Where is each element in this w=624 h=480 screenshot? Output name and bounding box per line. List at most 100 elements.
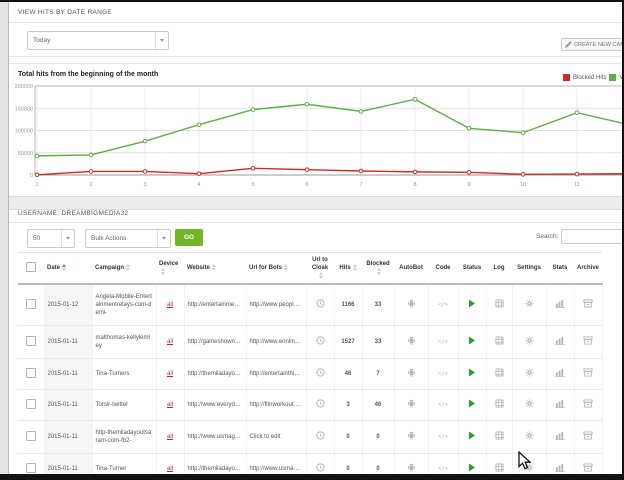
row-checkbox[interactable] (25, 430, 36, 441)
date-range-selected-value: Today (33, 37, 51, 44)
column-header-select (18, 252, 44, 286)
status-play-icon[interactable] (468, 431, 476, 440)
column-header-url-to-cloak[interactable]: Url to Cloak (306, 252, 334, 286)
autobot-icon[interactable] (407, 430, 416, 441)
autobot-icon[interactable] (407, 298, 416, 309)
archive-icon[interactable] (583, 336, 593, 345)
blocked-cell: 46 (362, 389, 395, 422)
table-row: 2015-01-12 Angela-Mobile-Entertainmentrel… (18, 284, 603, 327)
device-link[interactable]: all (166, 302, 173, 309)
row-checkbox[interactable] (25, 367, 36, 378)
status-play-icon[interactable] (468, 463, 476, 472)
select-all-checkbox[interactable] (26, 261, 36, 272)
status-play-icon[interactable] (468, 336, 476, 345)
cloak-url-icon[interactable] (315, 463, 325, 472)
archive-icon[interactable] (583, 368, 593, 377)
settings-icon[interactable] (524, 368, 534, 378)
code-icon[interactable]: </> (438, 371, 448, 378)
status-play-icon[interactable] (468, 399, 476, 408)
row-checkbox[interactable] (25, 398, 36, 409)
column-header-website[interactable]: Website (184, 252, 246, 286)
blocked-hits-legend-label: Blocked Hits (573, 74, 607, 81)
column-header-hits[interactable]: Hits (334, 252, 362, 286)
autobot-icon[interactable] (407, 335, 416, 346)
column-header-blocked[interactable]: Blocked (362, 252, 394, 286)
archive-icon[interactable] (583, 431, 593, 440)
cloak-url-icon[interactable] (315, 431, 325, 440)
sort-icon[interactable] (352, 264, 357, 271)
table-body: 2015-01-12 Angela-Mobile-Entertainmentrel… (18, 284, 603, 480)
sort-icon[interactable] (62, 264, 67, 271)
stats-icon[interactable] (555, 299, 565, 309)
bulk-actions-select[interactable]: Bulk Actions (85, 229, 171, 248)
column-header-stats: Stats (546, 252, 574, 286)
log-icon[interactable] (494, 299, 504, 308)
row-checkbox[interactable] (25, 298, 36, 309)
code-icon[interactable]: </> (438, 466, 448, 473)
autobot-icon[interactable] (407, 398, 416, 409)
status-play-icon[interactable] (468, 299, 476, 308)
archive-icon[interactable] (583, 463, 593, 472)
log-icon[interactable] (494, 336, 504, 345)
device-link[interactable]: all (166, 371, 173, 378)
device-link[interactable]: all (166, 434, 173, 441)
code-icon[interactable]: </> (438, 302, 448, 309)
svg-text:3: 3 (143, 182, 146, 188)
code-icon[interactable]: </> (438, 434, 448, 441)
archive-icon[interactable] (583, 299, 593, 308)
autobot-icon[interactable] (407, 462, 416, 473)
date-range-select[interactable]: Today (27, 31, 169, 50)
sort-icon[interactable] (319, 272, 323, 279)
sort-icon[interactable] (126, 264, 131, 271)
search-input[interactable] (561, 229, 624, 244)
settings-icon[interactable] (524, 336, 534, 346)
device-link[interactable]: all (166, 466, 173, 473)
log-icon[interactable] (494, 399, 504, 408)
column-header-url-for-bots[interactable]: Url for Bots (246, 252, 306, 286)
sort-icon[interactable] (211, 264, 216, 271)
stats-icon[interactable] (555, 336, 565, 346)
device-link[interactable]: all (166, 402, 173, 409)
sort-icon[interactable] (161, 268, 165, 275)
device-link[interactable]: all (166, 339, 173, 346)
stats-icon[interactable] (555, 463, 565, 473)
blocked-cell: 7 (362, 358, 395, 391)
stats-icon[interactable] (555, 368, 565, 378)
code-icon[interactable]: </> (438, 402, 448, 409)
blocked-hits-legend-swatch (563, 74, 570, 81)
settings-icon[interactable] (524, 299, 534, 309)
log-icon[interactable] (494, 463, 504, 472)
create-new-campaign-label: CREATE NEW CAMPAIGN (574, 41, 624, 48)
cloak-url-icon[interactable] (315, 399, 325, 408)
status-play-icon[interactable] (468, 368, 476, 377)
autobot-icon[interactable] (407, 367, 416, 378)
column-header-date[interactable]: Date (44, 252, 92, 286)
column-header-code: Code (428, 252, 458, 286)
stats-icon[interactable] (555, 431, 565, 441)
log-icon[interactable] (494, 368, 504, 377)
cloak-url-icon[interactable] (315, 336, 325, 345)
cloak-url-icon[interactable] (315, 368, 325, 377)
page-size-select[interactable]: 50 (27, 229, 75, 248)
search-label: Search: (536, 233, 559, 240)
archive-icon[interactable] (583, 399, 593, 408)
column-header-campaign[interactable]: Campaign (92, 252, 156, 286)
go-button[interactable]: GO (175, 229, 203, 246)
row-checkbox[interactable] (25, 462, 36, 473)
hits-cell: 0 (334, 420, 363, 455)
code-icon[interactable]: </> (438, 339, 448, 346)
column-header-device[interactable]: Device (156, 252, 184, 286)
sort-icon[interactable] (377, 268, 381, 275)
stats-icon[interactable] (555, 399, 565, 409)
cloak-url-icon[interactable] (315, 299, 325, 308)
sort-icon[interactable] (284, 264, 288, 271)
settings-icon[interactable] (524, 431, 534, 441)
chevron-down-icon (61, 230, 74, 247)
create-new-campaign-button[interactable]: CREATE NEW CAMPAIGN (561, 38, 624, 51)
window-right-border (622, 0, 624, 480)
svg-text:6: 6 (305, 182, 308, 188)
log-icon[interactable] (494, 431, 504, 440)
settings-icon[interactable] (524, 399, 534, 409)
row-checkbox[interactable] (25, 335, 36, 346)
